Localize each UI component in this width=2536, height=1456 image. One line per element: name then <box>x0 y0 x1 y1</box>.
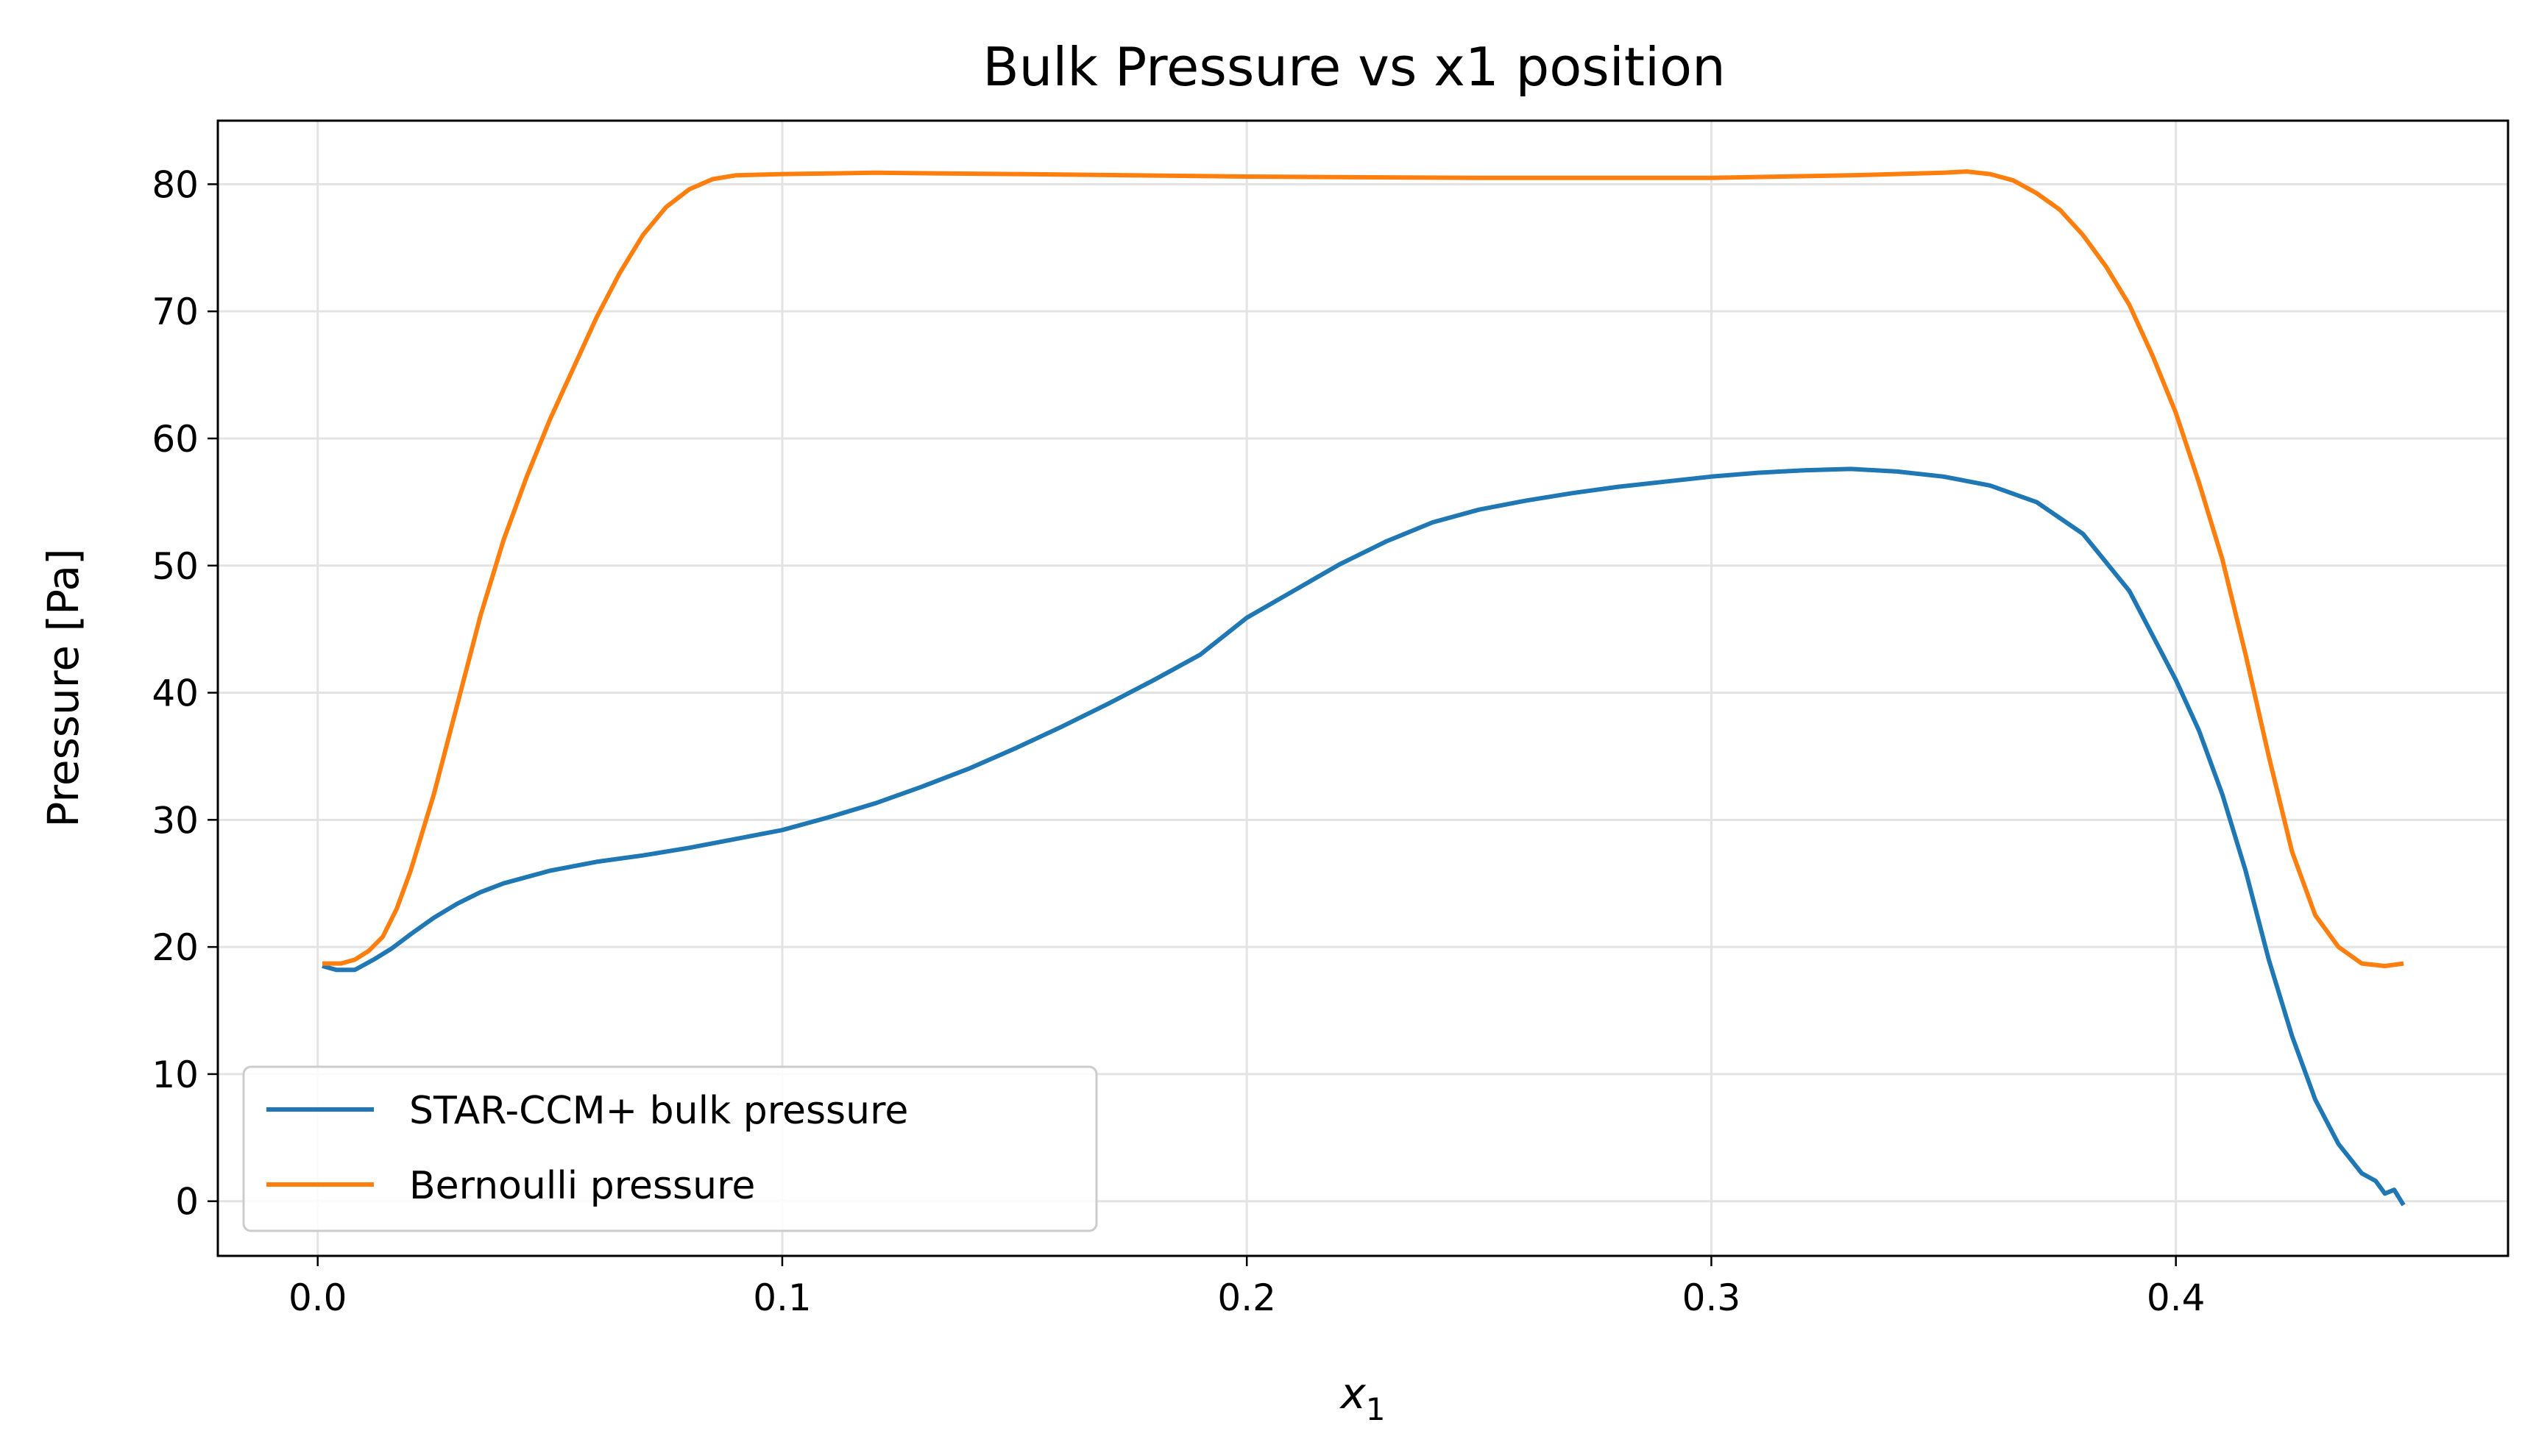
x-axis-label-subscript: 1 <box>1366 1391 1386 1427</box>
y-tick-label: 10 <box>152 1054 199 1096</box>
series-line-star-ccm <box>322 466 2406 1207</box>
series-line-bernoulli <box>322 169 2404 968</box>
axis-ticks: 0.0 0.1 0.2 0.3 0.4 0 10 20 30 40 50 60 70 80 <box>152 163 2205 1319</box>
series-lines <box>322 169 2406 1207</box>
y-tick-label: 50 <box>152 545 199 588</box>
y-tick-label: 0 <box>175 1181 199 1224</box>
legend: STAR-CCM+ bulk pressure Bernoulli pressu… <box>242 1065 1098 1232</box>
x-axis-label-base: x <box>1339 1368 1366 1418</box>
legend-label-star-ccm: STAR-CCM+ bulk pressure <box>409 1089 908 1133</box>
y-tick-label: 60 <box>152 418 199 461</box>
plot-frame <box>216 119 2510 1257</box>
y-tick-label: 30 <box>152 799 199 842</box>
x-tick-label: 0.3 <box>1682 1276 1741 1319</box>
legend-frame <box>242 1065 1098 1232</box>
x-tick-label: 0.4 <box>2147 1276 2206 1319</box>
y-axis-label: Pressure [Pa] <box>38 548 88 827</box>
x-tick-label: 0.0 <box>288 1276 347 1319</box>
y-tick-label: 70 <box>152 291 199 333</box>
x-tick-label: 0.2 <box>1217 1276 1276 1319</box>
x-tick-label: 0.1 <box>753 1276 812 1319</box>
y-tick-label: 40 <box>152 672 199 715</box>
x-axis-label: x1 <box>1339 1368 1385 1427</box>
chart-title: Bulk Pressure vs x1 position <box>982 36 1725 98</box>
legend-label-bernoulli: Bernoulli pressure <box>409 1164 755 1208</box>
y-tick-label: 20 <box>152 926 199 969</box>
y-tick-label: 80 <box>152 163 199 206</box>
